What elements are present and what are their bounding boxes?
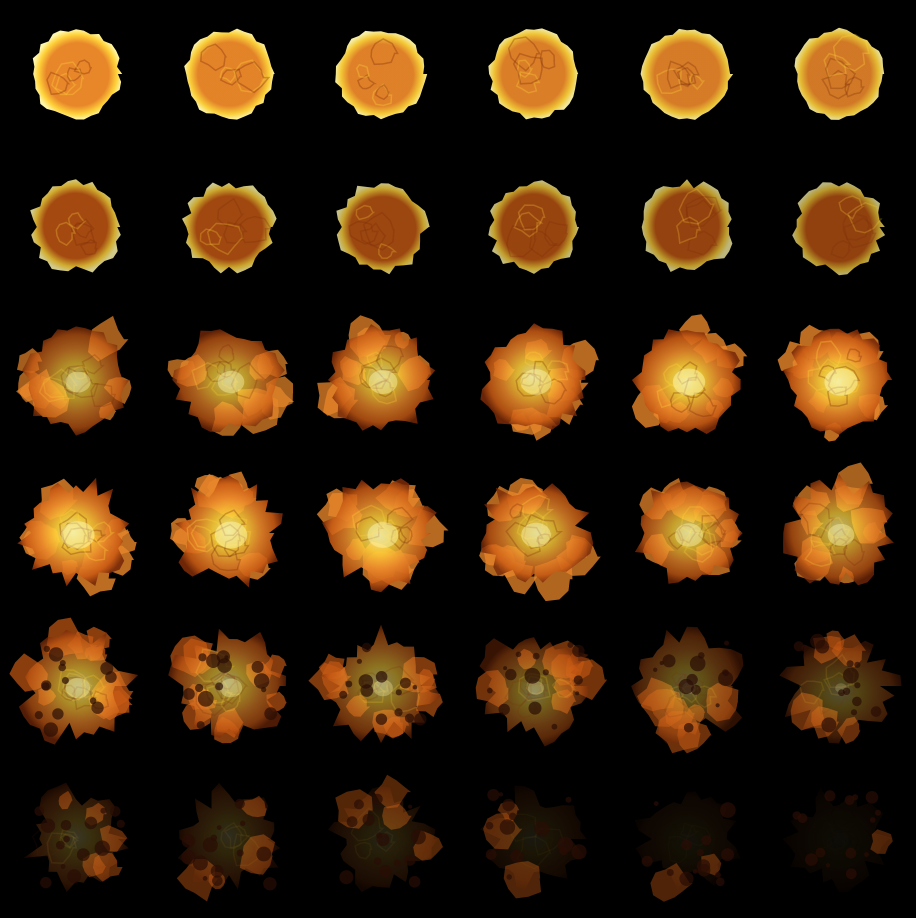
explosion-frame-art bbox=[0, 306, 152, 458]
explosion-frame-art bbox=[305, 459, 457, 611]
explosion-frame-art bbox=[305, 306, 457, 458]
explosion-frame-art bbox=[153, 306, 305, 458]
explosion-frame-35 bbox=[611, 765, 763, 917]
explosion-frame-art bbox=[153, 0, 305, 152]
explosion-frame-21 bbox=[305, 459, 457, 611]
explosion-frame-31 bbox=[0, 765, 152, 917]
explosion-frame-art bbox=[458, 612, 610, 764]
explosion-frame-16 bbox=[458, 306, 610, 458]
explosion-frame-24 bbox=[763, 459, 915, 611]
explosion-frame-art bbox=[611, 459, 763, 611]
explosion-frame-art bbox=[458, 459, 610, 611]
explosion-frame-29 bbox=[611, 612, 763, 764]
explosion-frame-art bbox=[0, 612, 152, 764]
explosion-frame-11 bbox=[611, 153, 763, 305]
explosion-frame-art bbox=[305, 765, 457, 917]
explosion-frame-art bbox=[458, 153, 610, 305]
explosion-frame-art bbox=[305, 612, 457, 764]
explosion-frame-25 bbox=[0, 612, 152, 764]
explosion-frame-art bbox=[611, 153, 763, 305]
explosion-frame-art bbox=[458, 306, 610, 458]
explosion-frame-26 bbox=[153, 612, 305, 764]
explosion-frame-art bbox=[0, 153, 152, 305]
explosion-frame-art bbox=[0, 459, 152, 611]
explosion-frame-18 bbox=[763, 306, 915, 458]
explosion-frame-9 bbox=[305, 153, 457, 305]
explosion-frame-32 bbox=[153, 765, 305, 917]
explosion-frame-19 bbox=[0, 459, 152, 611]
explosion-frame-art bbox=[153, 612, 305, 764]
explosion-frame-28 bbox=[458, 612, 610, 764]
explosion-frame-art bbox=[611, 0, 763, 152]
explosion-frame-art bbox=[763, 612, 915, 764]
explosion-frame-10 bbox=[458, 153, 610, 305]
explosion-frame-34 bbox=[458, 765, 610, 917]
explosion-frame-27 bbox=[305, 612, 457, 764]
explosion-frame-art bbox=[763, 765, 915, 917]
explosion-frame-20 bbox=[153, 459, 305, 611]
explosion-frame-3 bbox=[305, 0, 457, 152]
explosion-frame-art bbox=[763, 306, 915, 458]
explosion-frame-art bbox=[763, 459, 915, 611]
explosion-frame-12 bbox=[763, 153, 915, 305]
explosion-frame-art bbox=[611, 765, 763, 917]
explosion-frame-art bbox=[153, 153, 305, 305]
explosion-frame-art bbox=[305, 0, 457, 152]
explosion-frame-36 bbox=[763, 765, 915, 917]
explosion-frame-8 bbox=[153, 153, 305, 305]
explosion-frame-art bbox=[763, 0, 915, 152]
explosion-frame-23 bbox=[611, 459, 763, 611]
explosion-frame-art bbox=[0, 765, 152, 917]
explosion-frame-art bbox=[458, 765, 610, 917]
explosion-frame-art bbox=[153, 765, 305, 917]
explosion-frame-17 bbox=[611, 306, 763, 458]
explosion-frame-15 bbox=[305, 306, 457, 458]
explosion-frame-art bbox=[763, 153, 915, 305]
explosion-frame-art bbox=[153, 459, 305, 611]
explosion-frame-7 bbox=[0, 153, 152, 305]
explosion-frame-5 bbox=[611, 0, 763, 152]
explosion-frame-art bbox=[305, 153, 457, 305]
explosion-frame-art bbox=[458, 0, 610, 152]
explosion-frame-6 bbox=[763, 0, 915, 152]
explosion-frame-22 bbox=[458, 459, 610, 611]
explosion-frame-14 bbox=[153, 306, 305, 458]
explosion-frame-2 bbox=[153, 0, 305, 152]
explosion-frame-art bbox=[611, 306, 763, 458]
explosion-frame-4 bbox=[458, 0, 610, 152]
explosion-frame-art bbox=[611, 612, 763, 764]
explosion-frame-30 bbox=[763, 612, 915, 764]
explosion-frame-1 bbox=[0, 0, 152, 152]
explosion-frame-art bbox=[0, 0, 152, 152]
explosion-frame-33 bbox=[305, 765, 457, 917]
explosion-frame-13 bbox=[0, 306, 152, 458]
